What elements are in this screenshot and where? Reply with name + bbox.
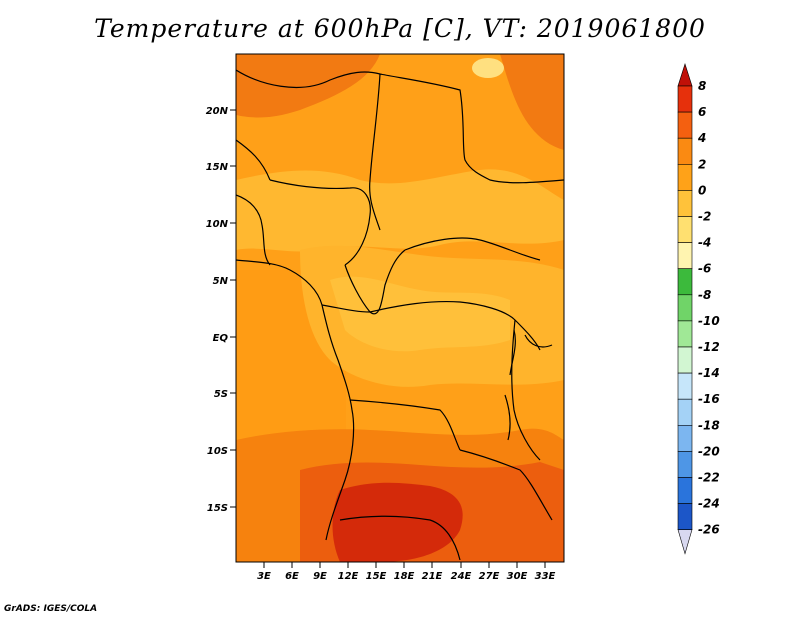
colorbar-top-arrow (677, 63, 693, 87)
lon-tick-15e: 15E (366, 571, 387, 582)
grads-credit: GrADS: IGES/COLA (4, 604, 98, 614)
border-lakes (504, 329, 553, 441)
country-borders (236, 69, 564, 561)
field-ne-warm (500, 54, 564, 150)
border-angola (349, 399, 461, 451)
lon-tick-30e: 30E (507, 571, 528, 582)
colorbar-label: -2 (698, 210, 711, 224)
border-nigeria (269, 179, 371, 266)
colorbar-box (677, 268, 693, 296)
colorbar-box (677, 372, 693, 400)
colorbar-label: -14 (698, 366, 720, 380)
border-gabon (321, 304, 371, 313)
colorbar-label: -24 (698, 497, 720, 511)
lon-tick-9e: 9E (313, 571, 327, 582)
colorbar-label: 0 (698, 183, 706, 197)
colorbar-box (677, 503, 693, 531)
lon-tick-6e: 6E (285, 571, 299, 582)
colorbar-label: 8 (698, 79, 706, 93)
lat-tick-10s: 10S (207, 446, 228, 457)
border-congo-north (369, 301, 541, 351)
lat-tick-20n: 20N (206, 106, 229, 117)
border-west-2 (236, 139, 271, 181)
border-drc-east (511, 319, 541, 461)
border-coast (236, 259, 355, 541)
colorbar-label: 4 (697, 131, 706, 145)
map-frame (235, 53, 565, 563)
border-south (339, 515, 461, 561)
lat-axis: 20N 15N 10N 5N EQ 5S 10S 15S (206, 106, 236, 514)
border-niger-chad (369, 73, 381, 231)
lat-tick-eq: EQ (213, 333, 229, 344)
lat-tick-15n: 15N (206, 162, 229, 173)
colorbar-label: -8 (698, 288, 711, 302)
lon-tick-12e: 12E (338, 571, 359, 582)
colorbar-label: -10 (698, 314, 720, 328)
colorbar-box (677, 190, 693, 217)
lon-tick-18e: 18E (394, 571, 415, 582)
colorbar-label: -22 (698, 471, 720, 485)
colorbar-box (677, 242, 693, 270)
colorbar-label: -26 (698, 523, 720, 537)
colorbar: 8 6 4 2 0 -2 -4 -6 -8 -10 -12 -14 -16 -18 -20 -22 -24 -26 (677, 63, 720, 555)
border-north (236, 69, 564, 184)
colorbar-label: 6 (698, 105, 706, 119)
field-cool-spot (472, 58, 504, 78)
colorbar-box (677, 294, 693, 322)
colorbar-label: -6 (698, 262, 711, 276)
border-car (404, 237, 541, 261)
colorbar-box (677, 477, 693, 504)
field-central-light (330, 276, 510, 352)
lon-tick-24e: 24E (451, 571, 472, 582)
colorbar-bottom-arrow (677, 529, 693, 555)
colorbar-label: -20 (698, 444, 720, 458)
colorbar-box (677, 398, 693, 426)
colorbar-box (677, 320, 693, 348)
lon-tick-3e: 3E (257, 571, 271, 582)
colorbar-box (677, 346, 693, 374)
border-cameroon (344, 249, 406, 315)
colorbar-box (677, 424, 693, 452)
colorbar-box (677, 164, 693, 191)
border-west-1 (236, 194, 271, 266)
lat-tick-5n: 5N (213, 276, 229, 287)
field-sahel-band (236, 169, 564, 252)
lat-tick-10n: 10N (206, 219, 229, 230)
lat-tick-5s: 5S (214, 389, 228, 400)
colorbar-label: -16 (698, 392, 720, 406)
border-zambia (459, 449, 553, 521)
field-nw-warm (236, 54, 380, 118)
field-south-core (332, 482, 463, 562)
map-title: Temperature at 600hPa [C], VT: 201906180… (94, 14, 706, 43)
colorbar-box (677, 451, 693, 478)
colorbar-boxes (677, 63, 693, 555)
colorbar-label: -4 (698, 236, 711, 250)
colorbar-box (677, 85, 693, 113)
colorbar-labels: 8 6 4 2 0 -2 -4 -6 -8 -10 -12 -14 -16 -18 -20 -22 -24 -26 (697, 79, 720, 537)
lon-tick-33e: 33E (535, 571, 556, 582)
colorbar-box (677, 111, 693, 139)
colorbar-label: 2 (698, 157, 706, 171)
lat-tick-15s: 15S (207, 503, 228, 514)
lon-tick-27e: 27E (479, 571, 500, 582)
colorbar-label: -18 (698, 418, 720, 432)
lon-axis: 3E 6E 9E 12E 15E 18E 21E 24E 27E 30E 33E (257, 562, 556, 582)
temperature-field (236, 54, 564, 562)
colorbar-label: -12 (698, 340, 720, 354)
colorbar-box (677, 216, 693, 243)
colorbar-box (677, 137, 693, 165)
lon-tick-21e: 21E (422, 571, 443, 582)
